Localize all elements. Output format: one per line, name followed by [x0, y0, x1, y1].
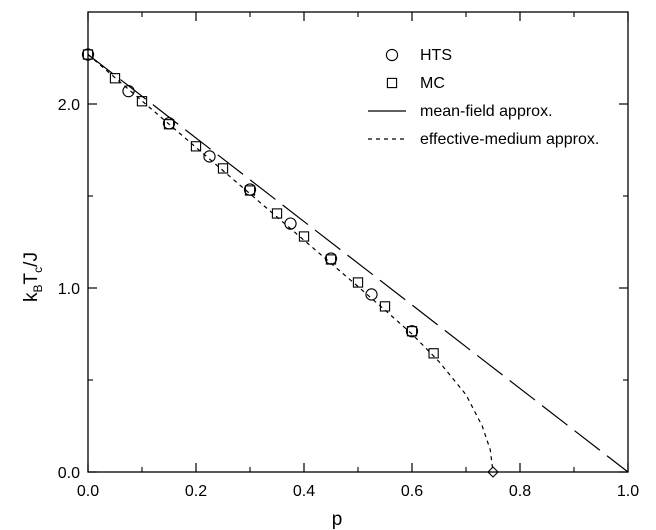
- legend: HTS MC mean-field approx. effective-medium …: [368, 47, 599, 148]
- y-label-sub-b: B: [31, 284, 45, 292]
- x-tick-label: 0.8: [509, 483, 531, 500]
- y-axis-label: kBTc/J: [21, 252, 45, 302]
- x-tick-label: 1.0: [617, 483, 639, 500]
- mc-point: [379, 301, 391, 312]
- hts-point: [81, 48, 95, 61]
- y-label-t: T: [21, 272, 42, 284]
- mc-point: [163, 119, 175, 130]
- effective-medium-approx-line: [87, 54, 494, 473]
- x-tick-label: 0.0: [77, 483, 99, 500]
- hts-point: [122, 84, 135, 98]
- legend-hts-label: HTS: [420, 47, 452, 64]
- plot-frame: [87, 11, 629, 473]
- legend-hts-marker: [385, 48, 399, 62]
- legend-mc-marker: [386, 77, 398, 89]
- mc-point: [190, 141, 202, 152]
- mc-point: [271, 208, 283, 219]
- mc-point: [109, 73, 121, 84]
- y-label-rest: /J: [21, 252, 42, 267]
- x-tick-label: 0.2: [185, 483, 207, 500]
- legend-mc-label: MC: [420, 75, 445, 92]
- mc-point: [325, 254, 337, 265]
- mc-point: [352, 277, 364, 288]
- axis-ticks: [87, 12, 629, 473]
- hts-point: [365, 288, 378, 301]
- mc-point: [406, 326, 418, 337]
- legend-mean-field-approx-label: mean-field approx.: [420, 103, 553, 120]
- mc-point: [82, 49, 94, 60]
- critical-point-diamond: [487, 466, 499, 478]
- hts-point: [284, 217, 297, 230]
- hts-point: [405, 325, 419, 338]
- legend-effective-medium-approx-label: effective-medium approx.: [420, 131, 599, 148]
- mc-point: [298, 231, 310, 242]
- y-tick-label: 2.0: [58, 97, 80, 114]
- mc-point: [244, 185, 256, 196]
- y-label-k: k: [21, 292, 42, 302]
- mc-point: [428, 348, 439, 359]
- x-tick-label: 0.6: [401, 483, 423, 500]
- x-tick-label: 0.4: [293, 483, 315, 500]
- x-axis-label: p: [332, 509, 343, 530]
- mean-field-approx-line: [87, 54, 629, 473]
- y-tick-label: 1.0: [58, 281, 80, 298]
- mc-point: [217, 163, 229, 174]
- series-lines: [87, 54, 629, 473]
- y-tick-label: 0.0: [58, 465, 80, 482]
- series-markers: [81, 48, 499, 478]
- mc-point: [136, 96, 148, 107]
- y-tick-labels: 0.0 1.0 2.0: [58, 97, 80, 482]
- x-tick-labels: 0.0 0.2 0.4 0.6 0.8 1.0: [77, 483, 639, 500]
- hts-point: [203, 150, 216, 163]
- y-label-sub-c: c: [31, 267, 45, 273]
- plot-border: [87, 11, 629, 473]
